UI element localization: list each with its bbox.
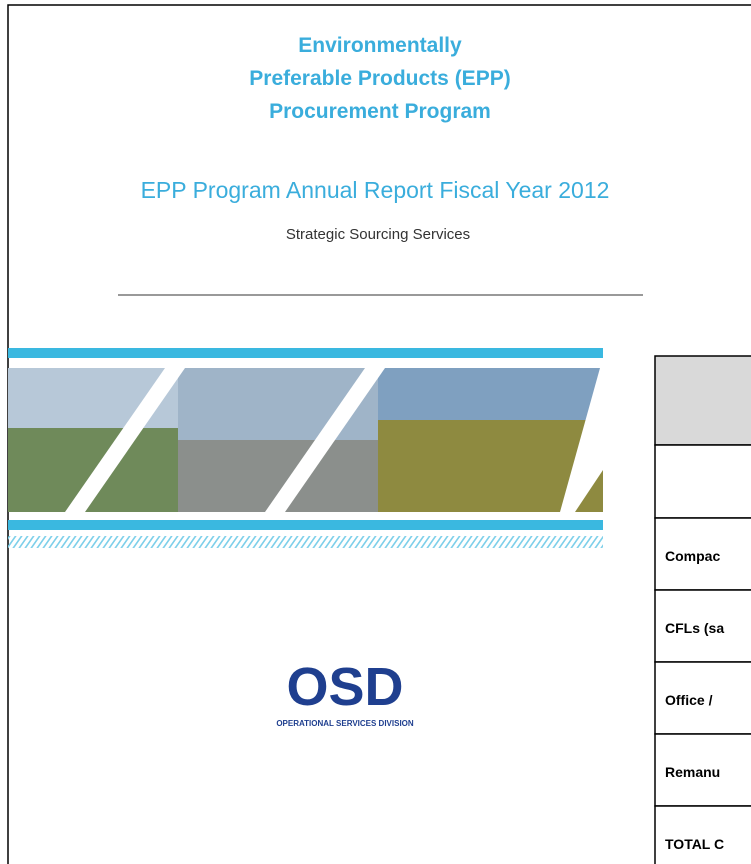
photo-banner [8,348,603,548]
row-label: Compac [665,548,720,564]
logo-name: OSD [286,657,403,717]
table-header [654,355,751,446]
table-cell [654,444,751,519]
title-line: Environmentally [298,34,462,57]
logo-caption: OPERATIONAL SERVICES DIVISION [276,719,414,728]
table: Compac CFLs (sa Office / Remanu TOTAL C [654,355,751,864]
subtitle: EPP Program Annual Report Fiscal Year 20… [141,177,610,203]
logo: OSD OPERATIONAL SERVICES DIVISION [276,657,414,728]
row-label: Office / [665,692,713,708]
table-cell [654,517,751,591]
title-line: Preferable Products (EPP) [249,67,510,90]
row-label: Remanu [665,764,720,780]
title-line: Procurement Program [269,100,491,123]
table-cell [654,805,751,864]
table-cell [654,589,751,663]
row-label: TOTAL C [665,836,724,852]
department: Strategic Sourcing Services [286,226,470,243]
row-label: CFLs (sa [665,620,724,636]
